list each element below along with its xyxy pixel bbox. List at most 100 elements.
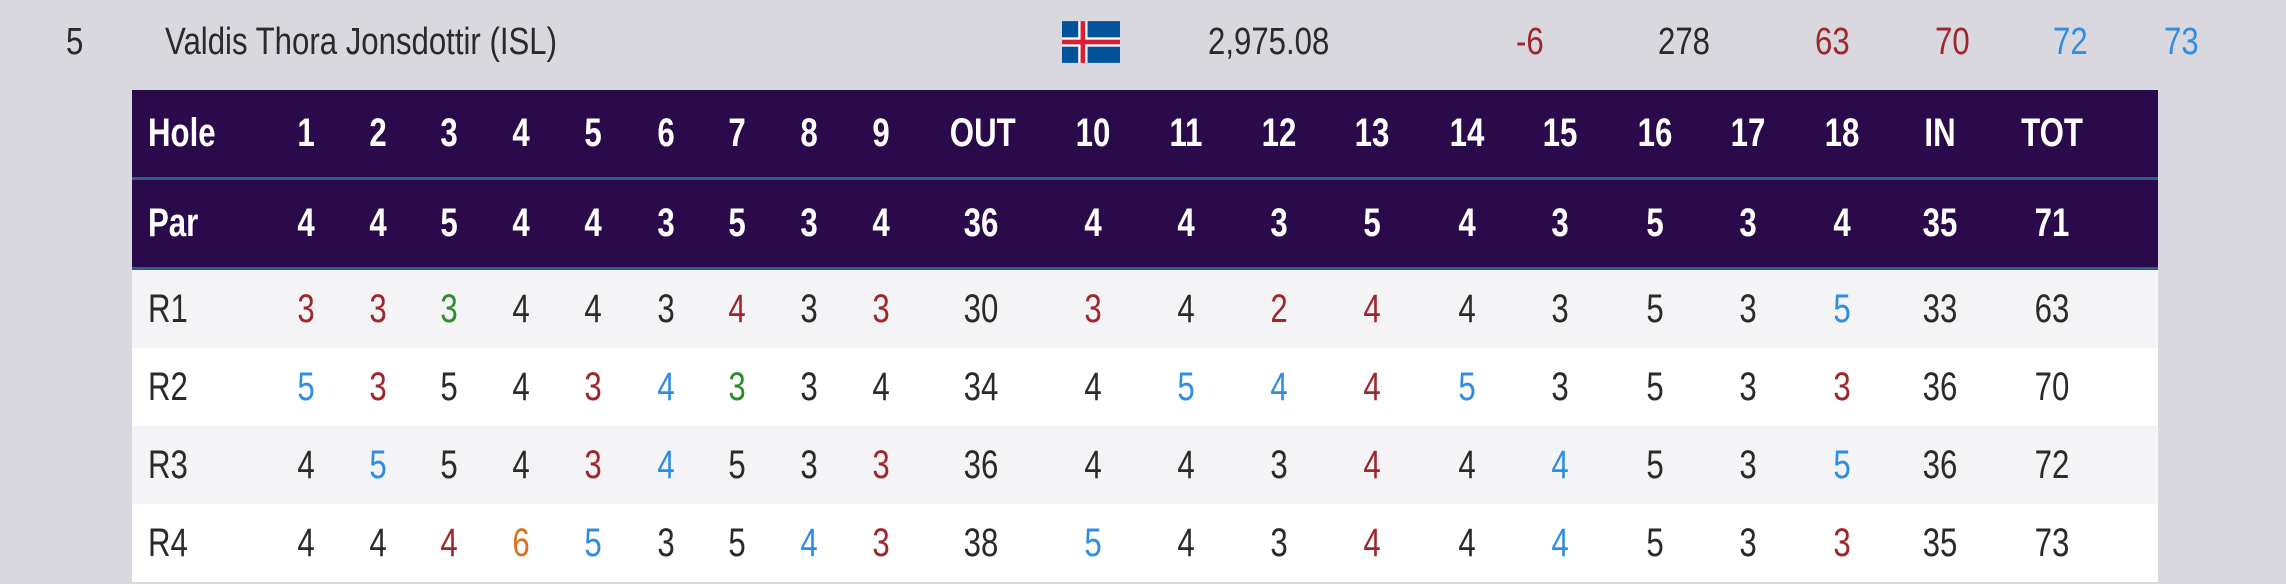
score-cell: 3 — [584, 364, 602, 409]
hole-number-cell: 3 — [440, 111, 458, 155]
score-cell: 5 — [1084, 520, 1102, 565]
score-cell: 4 — [1084, 364, 1102, 409]
par-cell: 4 — [369, 201, 387, 245]
score-cell: 3 — [872, 442, 890, 487]
score-cell: 5 — [1177, 364, 1195, 409]
score-cell: 3 — [657, 286, 675, 331]
score-cell: 4 — [440, 520, 458, 565]
par-cell: 4 — [297, 201, 315, 245]
score-cell: 5 — [297, 364, 315, 409]
score-cell: 3 — [1739, 286, 1757, 331]
player-round-4: 73 — [2164, 21, 2199, 63]
score-cell: 3 — [1551, 364, 1569, 409]
hole-number-cell: 16 — [1637, 111, 1673, 155]
score-cell: 4 — [1458, 520, 1476, 565]
score-cell: 72 — [2034, 442, 2070, 487]
score-cell: 3 — [1739, 364, 1757, 409]
score-cell: 3 — [1739, 520, 1757, 565]
player-position: 5 — [66, 21, 84, 63]
hole-number-cell: 12 — [1261, 111, 1297, 155]
hole-number-cell: 18 — [1824, 111, 1860, 155]
score-cell: 70 — [2034, 364, 2070, 409]
score-cell: 4 — [1551, 520, 1569, 565]
player-summary-row[interactable]: 5 Valdis Thora Jonsdottir (ISL) 2,975.08… — [0, 0, 2286, 84]
hole-number-cell: 1 — [297, 111, 315, 155]
par-cell: 3 — [1270, 201, 1288, 245]
score-cell: 5 — [1646, 286, 1664, 331]
score-cell: 4 — [584, 286, 602, 331]
player-round-2: 70 — [1935, 21, 1970, 63]
score-cell: 4 — [512, 364, 530, 409]
score-cell: 4 — [1363, 364, 1381, 409]
par-cell: 71 — [2034, 201, 2070, 245]
score-cell: 3 — [1551, 286, 1569, 331]
hole-number-cell: 13 — [1354, 111, 1390, 155]
hole-label: Hole — [148, 111, 216, 155]
hole-number-cell: 9 — [872, 111, 890, 155]
score-cell: 4 — [1270, 364, 1288, 409]
score-cell: 3 — [369, 286, 387, 331]
hole-number-cell: 15 — [1542, 111, 1578, 155]
player-name[interactable]: Valdis Thora Jonsdottir (ISL) — [165, 21, 557, 63]
score-cell: 3 — [584, 442, 602, 487]
score-cell: 3 — [872, 286, 890, 331]
score-cell: 4 — [1363, 520, 1381, 565]
score-cell: 3 — [800, 364, 818, 409]
score-cell: 4 — [297, 520, 315, 565]
round-row: R2 5 3 5 4 3 4 3 3 4 34 4 5 4 4 5 3 5 3 3 36 70 — [132, 348, 2158, 426]
score-cell: 5 — [1458, 364, 1476, 409]
hole-number-cell: 5 — [584, 111, 602, 155]
score-cell: 34 — [963, 364, 999, 409]
score-cell: 2 — [1270, 286, 1288, 331]
par-cell: 3 — [1739, 201, 1757, 245]
score-cell: 4 — [297, 442, 315, 487]
score-cell: 4 — [1551, 442, 1569, 487]
round-label: R1 — [148, 286, 188, 331]
hole-number-cell: 4 — [512, 111, 530, 155]
score-cell: 4 — [872, 364, 890, 409]
score-cell: 4 — [1458, 286, 1476, 331]
score-cell: 3 — [1739, 442, 1757, 487]
par-cell: 4 — [1458, 201, 1476, 245]
par-cell: 4 — [872, 201, 890, 245]
iceland-flag-icon — [1062, 21, 1120, 63]
score-cell: 3 — [800, 442, 818, 487]
hole-number-cell: 8 — [800, 111, 818, 155]
score-cell: 4 — [1458, 442, 1476, 487]
score-cell: 3 — [728, 364, 746, 409]
hole-number-cell: 11 — [1169, 111, 1203, 155]
hole-number-cell: 2 — [369, 111, 387, 155]
round-row: R3 4 5 5 4 3 4 5 3 3 36 4 4 3 4 4 4 5 3 5 36 72 — [132, 426, 2158, 504]
score-cell: 3 — [1833, 520, 1851, 565]
score-cell: 5 — [1833, 442, 1851, 487]
score-cell: 4 — [1177, 286, 1195, 331]
score-cell: 36 — [1922, 364, 1958, 409]
round-row: R1 3 3 3 4 4 3 4 3 3 30 3 4 2 4 4 3 5 3 5 33 63 — [132, 270, 2158, 348]
par-row: Par 4 4 5 4 4 3 5 3 4 36 4 4 3 5 4 3 5 3 4 35 71 — [132, 180, 2158, 270]
score-cell: 35 — [1922, 520, 1958, 565]
score-cell: 3 — [872, 520, 890, 565]
par-cell: 5 — [1363, 201, 1381, 245]
player-round-1: 63 — [1815, 21, 1850, 63]
par-cell: 4 — [1177, 201, 1195, 245]
hole-number-cell: TOT — [2021, 111, 2083, 155]
scorecard: Hole 1 2 3 4 5 6 7 8 9 OUT 10 11 12 13 14 15 16 17 18 IN TOT… — [132, 90, 2158, 582]
hole-number-cell: 17 — [1730, 111, 1766, 155]
player-total: 278 — [1658, 21, 1710, 63]
score-cell: 4 — [1363, 286, 1381, 331]
score-cell: 3 — [1833, 364, 1851, 409]
score-cell: 4 — [657, 364, 675, 409]
score-cell: 4 — [1177, 520, 1195, 565]
score-cell: 4 — [657, 442, 675, 487]
par-cell: 4 — [1833, 201, 1851, 245]
score-cell: 36 — [963, 442, 999, 487]
score-cell: 30 — [963, 286, 999, 331]
par-cell: 4 — [1084, 201, 1102, 245]
player-round-3: 72 — [2053, 21, 2088, 63]
score-cell: 4 — [728, 286, 746, 331]
score-cell: 5 — [1646, 520, 1664, 565]
score-cell: 4 — [512, 442, 530, 487]
par-label: Par — [148, 201, 199, 245]
player-points: 2,975.08 — [1208, 21, 1330, 63]
score-cell: 4 — [369, 520, 387, 565]
